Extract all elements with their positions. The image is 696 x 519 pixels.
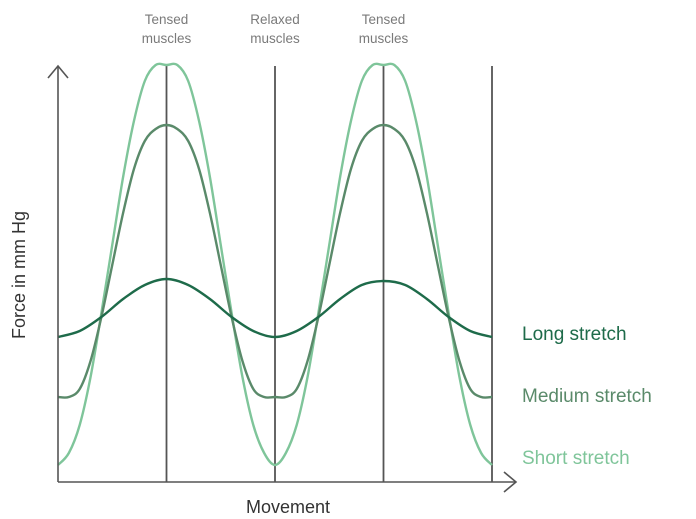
series-label-long-stretch: Long stretch <box>522 324 627 345</box>
series-group <box>57 62 493 467</box>
y-axis-label: Force in mm Hg <box>9 211 29 339</box>
vertical-lines <box>165 66 493 482</box>
phase-labels: Tensed muscles Relaxed muscles Tensed muscles <box>142 12 409 46</box>
phase-label: Relaxed <box>250 12 300 27</box>
series-label-medium-stretch: Medium stretch <box>522 386 652 407</box>
series-label-short-stretch: Short stretch <box>522 448 630 469</box>
series-line-short-stretch <box>57 62 493 467</box>
series-labels: Long stretch Medium stretch Short stretch <box>522 324 652 469</box>
x-axis-label: Movement <box>246 497 330 517</box>
phase-label: muscles <box>142 31 192 46</box>
axes <box>47 64 518 493</box>
series-line-long-stretch <box>57 277 493 339</box>
x-axis-arrow <box>503 471 518 493</box>
phase-label: Tensed <box>145 12 189 27</box>
phase-label: Tensed <box>362 12 406 27</box>
y-axis-arrow <box>47 64 69 79</box>
phase-label: muscles <box>250 31 300 46</box>
phase-label: muscles <box>359 31 409 46</box>
series-line-medium-stretch <box>57 123 493 399</box>
